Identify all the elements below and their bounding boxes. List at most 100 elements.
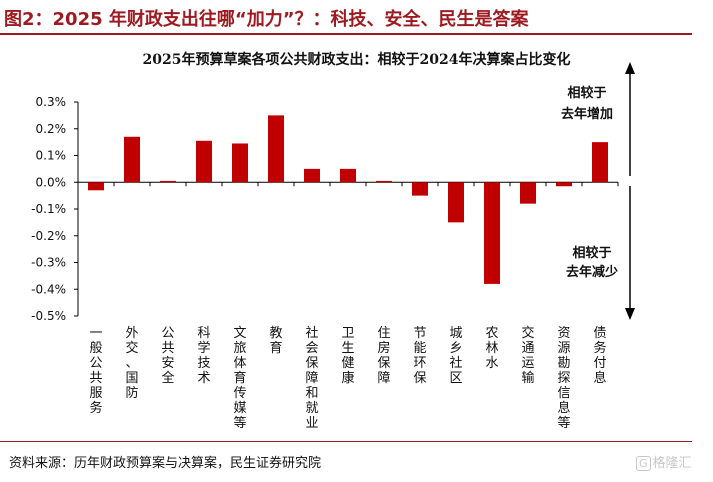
x-tick-label: 保: [377, 356, 390, 371]
x-tick-label: 业: [305, 416, 318, 431]
x-tick-label: 源: [557, 341, 570, 356]
x-tick-label: 体: [233, 356, 246, 371]
x-tick-label: 健: [341, 356, 354, 371]
x-tick-label: 障: [305, 371, 318, 386]
y-tick-label: -0.1%: [31, 202, 66, 216]
x-tick-label: 务: [89, 400, 102, 416]
x-tick-label: 乡: [449, 341, 462, 356]
x-tick-label: 社: [449, 355, 462, 371]
x-tick-label: 会: [305, 341, 318, 356]
x-tick-label: 运: [521, 356, 534, 371]
watermark-text: 格隆汇: [652, 456, 692, 471]
x-tick-label: 就: [305, 401, 318, 416]
x-tick-label: 探: [557, 371, 570, 386]
x-tick-label: 安: [161, 356, 174, 371]
x-tick-label: 水: [485, 356, 498, 371]
footer-divider: [0, 441, 692, 442]
x-tick-label: 房: [377, 340, 390, 356]
x-tick-label: 科: [197, 326, 210, 341]
bar: [196, 140, 212, 183]
header-divider: [0, 33, 692, 35]
bar: [124, 136, 140, 183]
figure-title: 图2：2025 年财政支出往哪“加力”？：科技、安全、民生是答案: [4, 9, 529, 30]
x-tick-label: 环: [413, 356, 426, 371]
bar: [376, 180, 392, 183]
x-tick-label: 农: [485, 326, 498, 341]
bar: [412, 182, 428, 196]
x-tick-label: 育: [269, 340, 282, 356]
x-tick-label: 国: [125, 371, 138, 386]
y-tick-label: 0.0%: [36, 175, 67, 189]
bar: [592, 142, 608, 183]
watermark-logo-icon: G: [636, 456, 651, 471]
x-tick-label: 通: [521, 341, 534, 356]
decrease-arrow-head-icon: [625, 308, 635, 320]
x-tick-label: 息: [557, 400, 570, 416]
bar: [448, 182, 464, 223]
x-tick-label: 术: [197, 371, 210, 386]
y-tick-label: -0.4%: [31, 282, 66, 296]
x-tick-label: 住: [377, 326, 390, 341]
x-tick-label: 信: [557, 386, 570, 401]
x-tick-label: 保: [305, 356, 318, 371]
x-tick-label: 等: [233, 415, 246, 431]
x-tick-label: 输: [521, 370, 534, 386]
bar: [268, 115, 284, 183]
x-tick-label: 公: [161, 326, 174, 341]
x-tick-label: 交: [125, 340, 138, 356]
x-tick-label: 公: [89, 356, 102, 371]
bar: [304, 168, 320, 183]
x-tick-label: 能: [413, 341, 426, 356]
x-tick-label: 生: [341, 341, 354, 356]
x-tick-label: 文: [233, 326, 246, 341]
x-tick-label: 传: [233, 386, 246, 401]
x-tick-label: 旅: [233, 341, 246, 356]
y-tick-label: -0.5%: [31, 309, 66, 323]
header: 图2：2025 年财政支出往哪“加力”？：科技、安全、民生是答案: [0, 0, 713, 35]
x-tick-label: 保: [413, 371, 426, 386]
x-tick-label: 债: [593, 326, 606, 341]
x-tick-label: 社: [305, 325, 318, 341]
x-tick-label: 林: [485, 341, 498, 356]
x-tick-label: 共: [161, 341, 174, 356]
y-tick-label: -0.3%: [31, 256, 66, 270]
x-tick-label: 付: [593, 356, 606, 371]
x-tick-label: 康: [341, 370, 354, 386]
x-tick-label: 务: [593, 340, 606, 356]
bar: [160, 180, 176, 183]
x-tick-label: 共: [89, 371, 102, 386]
x-tick-label: 区: [449, 371, 462, 386]
x-tick-label: 和: [305, 386, 318, 401]
x-tick-label: 资: [557, 326, 570, 341]
x-tick-label: 服: [89, 386, 102, 401]
y-tick-label: 0.3%: [36, 95, 67, 109]
watermark: G 格隆汇: [636, 452, 692, 471]
x-tick-label: 全: [161, 370, 174, 386]
chart-title: 2025年预算草案各项公共财政支出：相较于2024年决算案占比变化: [142, 52, 571, 68]
bar: [484, 182, 500, 284]
increase-annotation: 相较于: [567, 85, 606, 101]
x-tick-label: 育: [233, 370, 246, 386]
x-tick-label: 般: [89, 340, 102, 356]
x-tick-label: 息: [593, 370, 606, 386]
x-tick-label: 节: [413, 326, 426, 341]
bar: [232, 143, 248, 183]
y-tick-label: -0.2%: [31, 229, 66, 243]
x-tick-label: 障: [377, 371, 390, 386]
y-tick-label: 0.1%: [36, 149, 67, 163]
source-note: 资料来源：历年财政预算案与决算案，民生证券研究院: [9, 456, 322, 471]
increase-arrow-head-icon: [625, 62, 635, 74]
increase-annotation: 去年增加: [561, 106, 613, 122]
x-tick-label: 交: [521, 325, 534, 341]
decrease-annotation: 去年减少: [566, 264, 618, 280]
x-tick-label: 防: [125, 385, 138, 401]
x-tick-label: 城: [449, 326, 462, 341]
x-tick-label: 教: [269, 325, 282, 341]
y-tick-label: 0.2%: [36, 122, 67, 136]
bar: [88, 182, 104, 191]
x-tick-label: 、: [125, 356, 138, 371]
x-tick-label: 一: [89, 326, 102, 341]
x-tick-label: 勘: [557, 356, 570, 371]
bar: [520, 182, 536, 204]
